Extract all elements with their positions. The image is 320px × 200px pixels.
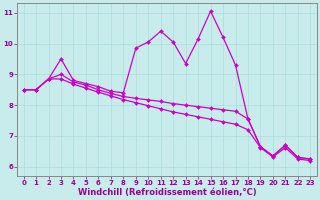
X-axis label: Windchill (Refroidissement éolien,°C): Windchill (Refroidissement éolien,°C) <box>78 188 256 197</box>
